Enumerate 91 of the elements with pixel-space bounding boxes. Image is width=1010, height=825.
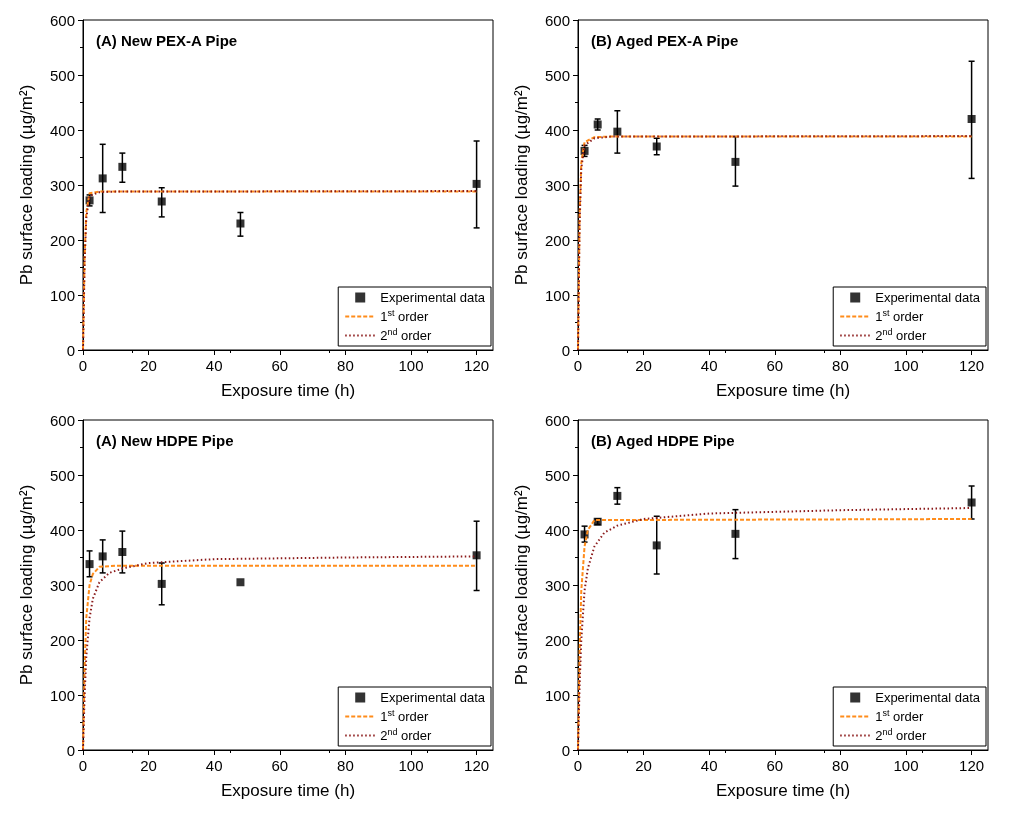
- y-tick-label: 300: [544, 176, 570, 194]
- x-tick-label: 120: [959, 357, 985, 374]
- y-axis-title: Pb surface loading (µg/m²): [512, 484, 531, 686]
- y-tick-label: 500: [49, 466, 75, 484]
- x-tick-label: 20: [635, 757, 652, 774]
- y-tick-label: 300: [49, 576, 75, 594]
- legend-label: Experimental data: [380, 290, 486, 305]
- point: [967, 498, 976, 507]
- y-axis-title: Pb surface loading (µg/m²): [512, 84, 531, 286]
- point: [118, 162, 127, 171]
- point: [613, 127, 622, 136]
- y-tick-label: 400: [49, 521, 75, 539]
- x-tick-label: 80: [337, 757, 354, 774]
- point: [157, 197, 166, 206]
- x-tick-label: 60: [271, 357, 289, 374]
- y-tick-label: 100: [544, 286, 570, 304]
- y-tick-label: 0: [561, 341, 570, 359]
- y-tick-label: 200: [544, 231, 570, 249]
- x-tick-label: 0: [78, 357, 88, 374]
- y-tick-label: 0: [66, 741, 75, 759]
- text: (B) Aged HDPE Pipe: [591, 432, 735, 449]
- point: [652, 142, 661, 151]
- x-tick-label: 100: [398, 357, 424, 374]
- point: [118, 548, 127, 556]
- x-tick-label: 80: [832, 757, 849, 774]
- point: [157, 579, 166, 588]
- point: [731, 157, 740, 166]
- point: [472, 179, 481, 188]
- legend-label: Experimental data: [875, 290, 981, 305]
- text: (A) New PEX-A Pipe: [96, 32, 238, 49]
- x-tick-label: 0: [573, 757, 583, 774]
- x-tick-label: 40: [700, 357, 718, 374]
- x-tick-label: 100: [893, 757, 919, 774]
- y-tick-label: 400: [49, 121, 75, 139]
- point: [967, 115, 976, 123]
- x-tick-label: 0: [78, 757, 88, 774]
- y-tick-label: 500: [544, 66, 570, 84]
- point: [85, 560, 94, 569]
- point: [98, 552, 107, 561]
- x-tick-label: 60: [766, 357, 784, 374]
- x-tick-label: 120: [959, 757, 985, 774]
- legend-label: Experimental data: [380, 690, 486, 705]
- x-tick-label: 20: [635, 357, 652, 374]
- y-tick-label: 300: [49, 176, 75, 194]
- x-axis-title: Exposure time (h): [715, 781, 851, 800]
- x-axis-title: Exposure time (h): [715, 381, 851, 400]
- y-tick-label: 600: [544, 11, 570, 29]
- y-tick-label: 600: [49, 411, 75, 429]
- x-tick-label: 80: [337, 357, 354, 374]
- y-tick-label: 0: [561, 741, 570, 759]
- point: [236, 578, 245, 587]
- x-tick-label: 20: [140, 357, 157, 374]
- text: (B) Aged PEX-A Pipe: [591, 32, 739, 49]
- y-tick-label: 500: [49, 66, 75, 84]
- x-tick-label: 80: [832, 357, 849, 374]
- text: (A) New HDPE Pipe: [96, 432, 234, 449]
- y-tick-label: 100: [49, 686, 75, 704]
- x-tick-label: 100: [398, 757, 424, 774]
- y-tick-label: 200: [544, 631, 570, 649]
- y-tick-label: 200: [49, 231, 75, 249]
- y-tick-label: 300: [544, 576, 570, 594]
- x-tick-label: 100: [893, 357, 919, 374]
- y-tick-label: 200: [49, 631, 75, 649]
- x-tick-label: 0: [573, 357, 583, 374]
- x-tick-label: 20: [140, 757, 157, 774]
- x-tick-label: 60: [271, 757, 289, 774]
- x-tick-label: 120: [464, 357, 490, 374]
- y-axis-title: Pb surface loading (µg/m²): [17, 484, 36, 686]
- x-tick-label: 120: [464, 757, 490, 774]
- point: [613, 491, 622, 500]
- y-tick-label: 100: [544, 686, 570, 704]
- point: [472, 551, 481, 560]
- y-tick-label: 0: [66, 341, 75, 359]
- y-tick-label: 600: [49, 11, 75, 29]
- point: [236, 219, 245, 228]
- y-tick-label: 500: [544, 466, 570, 484]
- x-tick-label: 40: [205, 757, 223, 774]
- point: [652, 541, 661, 550]
- y-tick-label: 600: [544, 411, 570, 429]
- legend-label: Experimental data: [875, 690, 981, 705]
- point: [98, 174, 107, 183]
- x-tick-label: 40: [205, 357, 223, 374]
- y-tick-label: 400: [544, 521, 570, 539]
- x-axis-title: Exposure time (h): [220, 781, 356, 800]
- y-axis-title: Pb surface loading (µg/m²): [17, 84, 36, 286]
- x-axis-title: Exposure time (h): [220, 381, 356, 400]
- x-tick-label: 40: [700, 757, 718, 774]
- y-tick-label: 100: [49, 286, 75, 304]
- point: [731, 529, 740, 538]
- x-tick-label: 60: [766, 757, 784, 774]
- y-tick-label: 400: [544, 121, 570, 139]
